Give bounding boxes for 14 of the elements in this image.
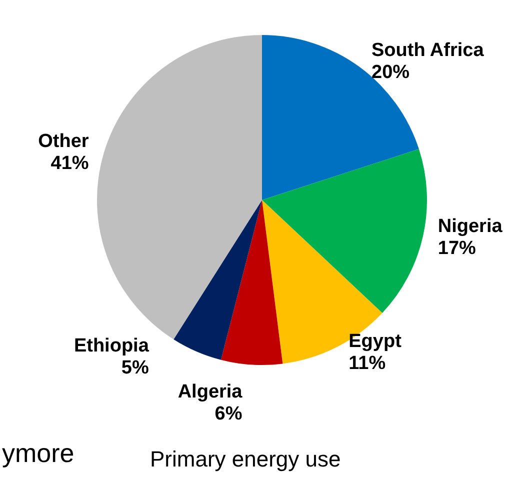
data-label: 5%	[121, 357, 149, 378]
slice-label: South Africa	[372, 40, 484, 62]
data-label: 11%	[348, 352, 386, 374]
data-label: 41%	[50, 152, 89, 174]
slice-label: Nigeria	[438, 216, 503, 237]
data-label: 6%	[214, 403, 242, 424]
slice-label: Egypt	[348, 330, 402, 352]
slice-label: Algeria	[178, 381, 243, 402]
text: Primary energy use	[150, 446, 341, 472]
slice-label: Other	[38, 130, 90, 152]
slice-label: Ethiopia	[74, 335, 150, 356]
data-label: 20%	[372, 62, 410, 84]
text: ymore	[2, 438, 74, 468]
data-label: 17%	[438, 238, 476, 259]
